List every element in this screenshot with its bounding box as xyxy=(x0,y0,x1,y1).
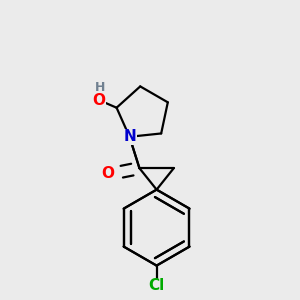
Text: O: O xyxy=(101,166,114,181)
Text: O: O xyxy=(92,93,105,108)
Text: N: N xyxy=(123,129,136,144)
Text: Cl: Cl xyxy=(148,278,165,293)
Text: H: H xyxy=(95,81,105,94)
